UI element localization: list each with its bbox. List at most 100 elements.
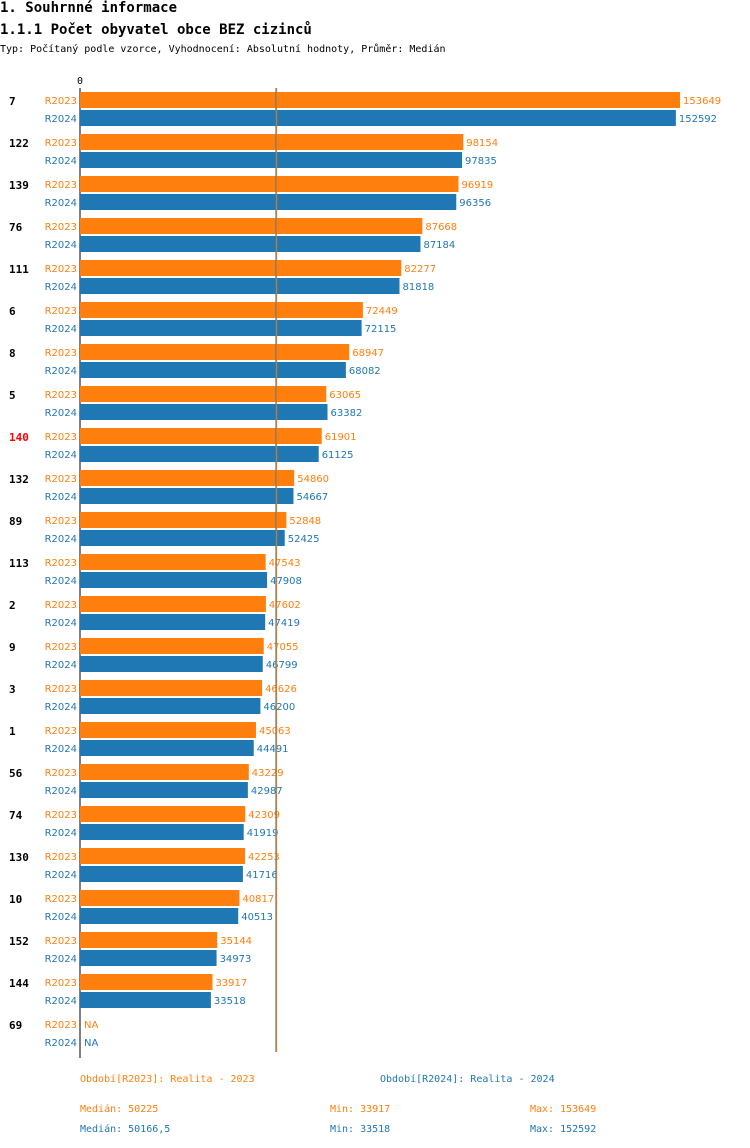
bar xyxy=(80,722,256,738)
value-label: 153649 xyxy=(683,96,721,107)
series-label: R2024 xyxy=(45,492,77,503)
legend-r2023: Období[R2023]: Realita - 2023 xyxy=(80,1074,255,1085)
median-r2023: Medián: 50225 xyxy=(80,1104,159,1115)
bar xyxy=(80,806,246,822)
bar xyxy=(80,152,463,168)
category-label: 7 xyxy=(9,95,16,108)
axis-zero-label: 0 xyxy=(77,76,83,87)
bar xyxy=(80,890,240,906)
bar xyxy=(80,932,218,948)
bar xyxy=(80,176,459,192)
bar xyxy=(80,92,680,108)
series-label: R2024 xyxy=(45,408,77,419)
category-label: 144 xyxy=(9,977,29,990)
value-label: 61901 xyxy=(325,432,357,443)
bar xyxy=(80,470,295,486)
value-label: 96919 xyxy=(461,180,493,191)
value-label: 35144 xyxy=(220,936,252,947)
category-label: 111 xyxy=(9,263,29,276)
value-label: 47543 xyxy=(269,558,301,569)
bar xyxy=(80,974,213,990)
bar xyxy=(80,404,328,420)
category-label: 8 xyxy=(9,347,16,360)
value-label: 81818 xyxy=(402,282,434,293)
bar xyxy=(80,950,217,966)
bar xyxy=(80,656,263,672)
section-title: 1. Souhrnné informace xyxy=(0,0,178,16)
bar xyxy=(80,362,346,378)
bar xyxy=(80,218,423,234)
chart-title: 1.1.1 Počet obyvatel obce BEZ cizinců xyxy=(0,22,312,38)
category-label: 10 xyxy=(9,893,22,906)
bar xyxy=(80,488,294,504)
bar xyxy=(80,596,266,612)
category-label: 132 xyxy=(9,473,29,486)
series-label: R2023 xyxy=(45,726,77,737)
bar xyxy=(80,236,421,252)
category-label: 9 xyxy=(9,641,16,654)
series-label: R2024 xyxy=(45,282,77,293)
category-label: 130 xyxy=(9,851,29,864)
bar xyxy=(80,698,261,714)
series-label: R2023 xyxy=(45,558,77,569)
value-label: 152592 xyxy=(679,114,717,125)
series-label: R2024 xyxy=(45,240,77,251)
max-r2024: Max: 152592 xyxy=(530,1124,597,1135)
bar xyxy=(80,740,254,756)
value-label: NA xyxy=(84,1020,98,1031)
bar xyxy=(80,530,285,546)
value-label: 47908 xyxy=(270,576,302,587)
series-label: R2024 xyxy=(45,576,77,587)
value-label: 98154 xyxy=(466,138,498,149)
value-label: 63382 xyxy=(331,408,363,419)
legend-r2024: Období[R2024]: Realita - 2024 xyxy=(380,1074,555,1085)
value-label: 82277 xyxy=(404,264,436,275)
value-label: 42987 xyxy=(251,786,283,797)
bar xyxy=(80,278,400,294)
value-label: 46200 xyxy=(263,702,295,713)
series-label: R2024 xyxy=(45,450,77,461)
bar xyxy=(80,764,249,780)
series-label: R2023 xyxy=(45,138,77,149)
value-label: 87668 xyxy=(425,222,457,233)
series-label: R2023 xyxy=(45,642,77,653)
value-label: 41716 xyxy=(246,870,278,881)
value-label: 68947 xyxy=(352,348,384,359)
series-label: R2024 xyxy=(45,156,77,167)
series-label: R2023 xyxy=(45,936,77,947)
bar xyxy=(80,320,362,336)
category-label: 5 xyxy=(9,389,16,402)
category-label: 1 xyxy=(9,725,16,738)
series-label: R2024 xyxy=(45,618,77,629)
series-label: R2023 xyxy=(45,474,77,485)
value-label: 52425 xyxy=(288,534,320,545)
value-label: 40817 xyxy=(242,894,274,905)
max-r2023: Max: 153649 xyxy=(530,1104,597,1115)
value-label: 42309 xyxy=(248,810,280,821)
value-label: 47602 xyxy=(269,600,301,611)
min-r2024: Min: 33518 xyxy=(330,1124,391,1135)
bar xyxy=(80,446,319,462)
bar xyxy=(80,302,363,318)
bar xyxy=(80,992,211,1008)
value-label: 47055 xyxy=(267,642,299,653)
category-label: 74 xyxy=(9,809,23,822)
value-label: 44491 xyxy=(257,744,289,755)
bar xyxy=(80,782,248,798)
value-label: 34973 xyxy=(220,954,252,965)
min-r2023: Min: 33917 xyxy=(330,1104,391,1115)
category-label: 3 xyxy=(9,683,16,696)
category-label: 122 xyxy=(9,137,29,150)
value-label: 46799 xyxy=(266,660,298,671)
bar xyxy=(80,134,464,150)
value-label: 46626 xyxy=(265,684,297,695)
series-label: R2024 xyxy=(45,870,77,881)
value-label: 33917 xyxy=(215,978,247,989)
series-label: R2024 xyxy=(45,912,77,923)
value-label: 61125 xyxy=(322,450,354,461)
chart-subtitle: Typ: Počítaný podle vzorce, Vyhodnocení:… xyxy=(0,44,446,55)
value-label: NA xyxy=(84,1038,98,1049)
bar xyxy=(80,512,287,528)
series-label: R2023 xyxy=(45,852,77,863)
bar xyxy=(80,260,402,276)
